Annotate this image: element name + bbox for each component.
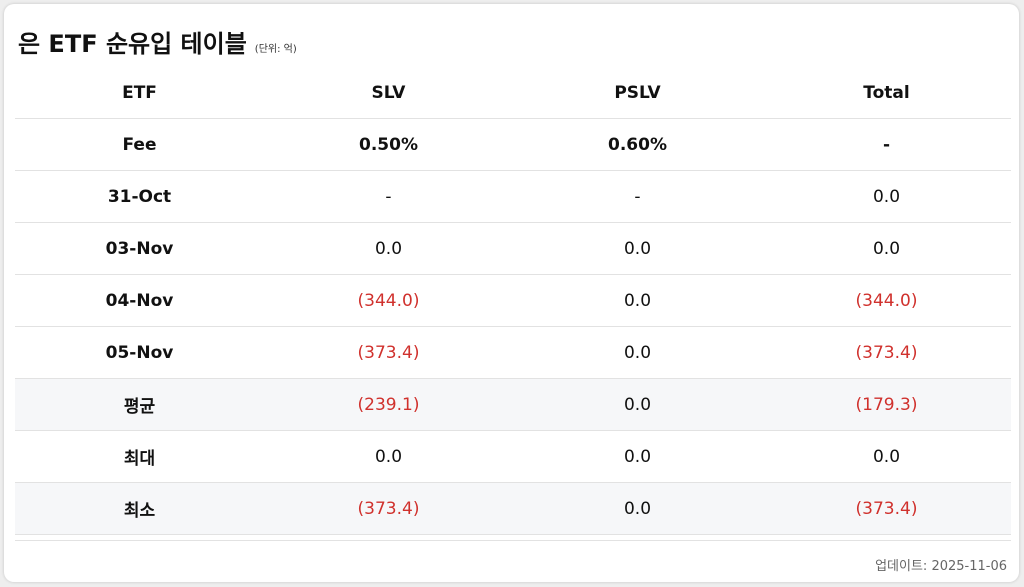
- table-row: 31-Oct - - 0.0: [15, 170, 1011, 223]
- header-slv: SLV: [264, 67, 513, 119]
- cell-pslv: -: [513, 170, 762, 223]
- etf-flow-table: ETF SLV PSLV Total Fee 0.50% 0.60% - 31-…: [15, 67, 1011, 535]
- cell-total: 0.0: [762, 170, 1011, 223]
- cell-slv: (373.4): [264, 326, 513, 379]
- row-label: 04-Nov: [15, 274, 264, 327]
- unit-note: (단위: 억): [254, 44, 297, 55]
- cell-total: (179.3): [762, 378, 1011, 431]
- cell-pslv: 0.0: [513, 430, 762, 483]
- row-label: 최대: [15, 430, 264, 483]
- row-label: 평균: [15, 378, 264, 431]
- updated-timestamp: 업데이트: 2025-11-06: [875, 559, 1007, 574]
- cell-total: (344.0): [762, 274, 1011, 327]
- etf-flow-card: 은 ETF 순유입 테이블 (단위: 억) ETF SLV PSLV Total…: [4, 4, 1019, 582]
- row-label: 31-Oct: [15, 170, 264, 223]
- row-label: 05-Nov: [15, 326, 264, 379]
- table-row-min: 최소 (373.4) 0.0 (373.4): [15, 482, 1011, 535]
- cell-pslv: 0.0: [513, 222, 762, 275]
- cell-slv: 0.0: [264, 430, 513, 483]
- footer-divider: [15, 540, 1011, 541]
- table-header-row: ETF SLV PSLV Total: [15, 67, 1011, 119]
- cell-pslv: 0.0: [513, 378, 762, 431]
- table-row: 05-Nov (373.4) 0.0 (373.4): [15, 326, 1011, 379]
- title-row: 은 ETF 순유입 테이블 (단위: 억): [18, 24, 297, 59]
- cell-slv: (344.0): [264, 274, 513, 327]
- cell-total: -: [762, 118, 1011, 171]
- cell-slv: (239.1): [264, 378, 513, 431]
- header-pslv: PSLV: [513, 67, 762, 119]
- cell-slv: -: [264, 170, 513, 223]
- cell-pslv: 0.60%: [513, 118, 762, 171]
- table-row-fee: Fee 0.50% 0.60% -: [15, 118, 1011, 171]
- cell-total: (373.4): [762, 482, 1011, 535]
- table-row: 03-Nov 0.0 0.0 0.0: [15, 222, 1011, 275]
- header-etf: ETF: [15, 67, 264, 119]
- cell-slv: 0.50%: [264, 118, 513, 171]
- cell-total: 0.0: [762, 430, 1011, 483]
- row-label: 최소: [15, 482, 264, 535]
- header-total: Total: [762, 67, 1011, 119]
- cell-total: (373.4): [762, 326, 1011, 379]
- cell-pslv: 0.0: [513, 274, 762, 327]
- table-row-max: 최대 0.0 0.0 0.0: [15, 430, 1011, 483]
- cell-slv: (373.4): [264, 482, 513, 535]
- row-label: 03-Nov: [15, 222, 264, 275]
- cell-total: 0.0: [762, 222, 1011, 275]
- table-row-average: 평균 (239.1) 0.0 (179.3): [15, 378, 1011, 431]
- cell-pslv: 0.0: [513, 326, 762, 379]
- page-title: 은 ETF 순유입 테이블: [18, 30, 247, 58]
- cell-slv: 0.0: [264, 222, 513, 275]
- table-row: 04-Nov (344.0) 0.0 (344.0): [15, 274, 1011, 327]
- cell-pslv: 0.0: [513, 482, 762, 535]
- row-label: Fee: [15, 118, 264, 171]
